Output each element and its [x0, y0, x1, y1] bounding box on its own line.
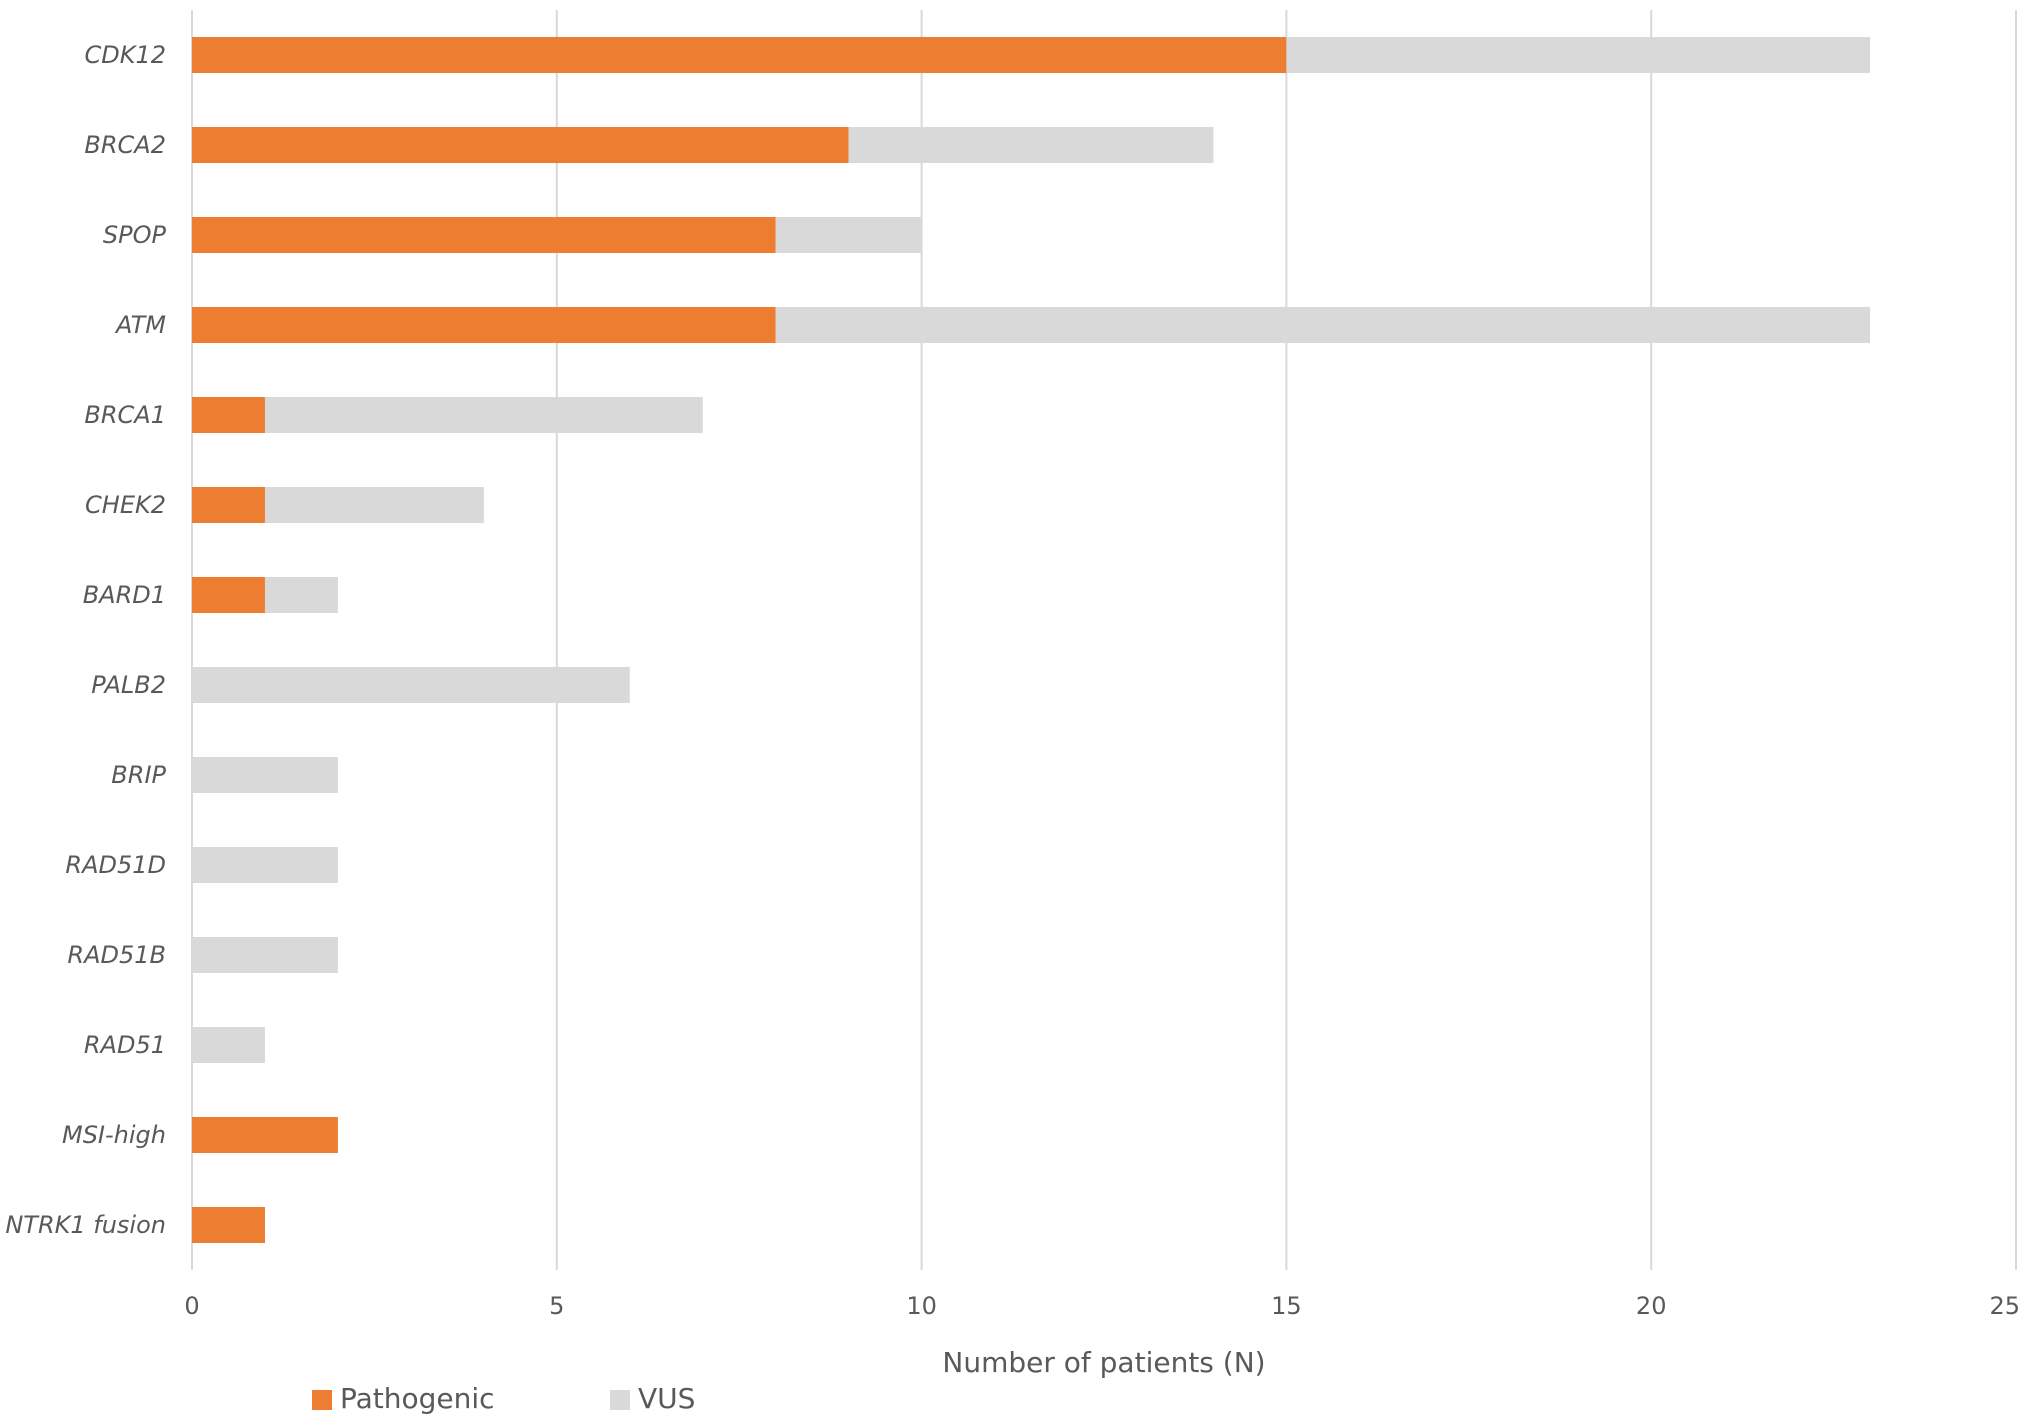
bar-vus-rad51	[192, 1027, 265, 1063]
bar-pathogenic-bard1	[192, 577, 265, 613]
bar-pathogenic-cdk12	[192, 37, 1287, 73]
legend-label-vus: VUS	[638, 1382, 695, 1415]
category-label: CDK12	[84, 41, 166, 69]
bar-pathogenic-atm	[192, 307, 776, 343]
x-tick-label-0: 0	[184, 1292, 199, 1320]
bar-vus-bard1	[264, 577, 338, 613]
category-label: NTRK1 fusion	[5, 1211, 166, 1239]
bar-vus-chek2	[264, 487, 484, 523]
category-label: SPOP	[103, 221, 167, 249]
category-label: PALB2	[91, 671, 166, 699]
category-label: RAD51D	[65, 851, 166, 879]
category-label: BRIP	[111, 761, 166, 789]
bar-pathogenic-msi-high	[192, 1117, 338, 1153]
bar-pathogenic-brca2	[192, 127, 849, 163]
bar-pathogenic-chek2	[192, 487, 265, 523]
bars	[192, 37, 1871, 1243]
category-label: MSI-high	[62, 1121, 166, 1149]
x-tick-label-15: 15	[1271, 1292, 1302, 1320]
category-label: BRCA2	[84, 131, 166, 159]
bar-vus-cdk12	[1286, 37, 1871, 73]
bar-vus-brca2	[848, 127, 1214, 163]
bar-vus-palb2	[192, 667, 630, 703]
bar-pathogenic-ntrk1-fusion	[192, 1207, 265, 1243]
x-tick-label-25: 25	[1989, 1292, 2020, 1320]
category-label: ATM	[114, 311, 166, 339]
bar-vus-brip	[192, 757, 338, 793]
bar-pathogenic-spop	[192, 217, 776, 253]
legend-swatch-pathogenic	[312, 1390, 332, 1410]
legend-label-pathogenic: Pathogenic	[340, 1382, 495, 1415]
category-label: RAD51	[84, 1031, 166, 1059]
x-tick-label-10: 10	[906, 1292, 937, 1320]
category-label: RAD51B	[67, 941, 166, 969]
gridlines	[191, 10, 2017, 1270]
category-label: CHEK2	[85, 491, 166, 519]
bar-vus-rad51d	[192, 847, 338, 883]
x-axis-title: Number of patients (N)	[942, 1346, 1265, 1379]
bar-vus-spop	[775, 217, 922, 253]
bar-pathogenic-brca1	[192, 397, 265, 433]
legend-swatch-vus	[610, 1390, 630, 1410]
category-label: BARD1	[83, 581, 166, 609]
category-label: BRCA1	[84, 401, 166, 429]
bar-vus-brca1	[264, 397, 703, 433]
x-tick-labels: 0 5 10 15 20 25	[184, 1292, 2020, 1320]
bar-vus-rad51b	[192, 937, 338, 973]
bar-vus-atm	[775, 307, 1871, 343]
category-labels: CDK12 BRCA2 SPOP ATM BRCA1 CHEK2 BARD1 PALB2 BRI…	[5, 41, 166, 1239]
x-tick-label-5: 5	[549, 1292, 564, 1320]
legend: Pathogenic VUS	[312, 1382, 695, 1415]
x-tick-label-20: 20	[1636, 1292, 1667, 1320]
